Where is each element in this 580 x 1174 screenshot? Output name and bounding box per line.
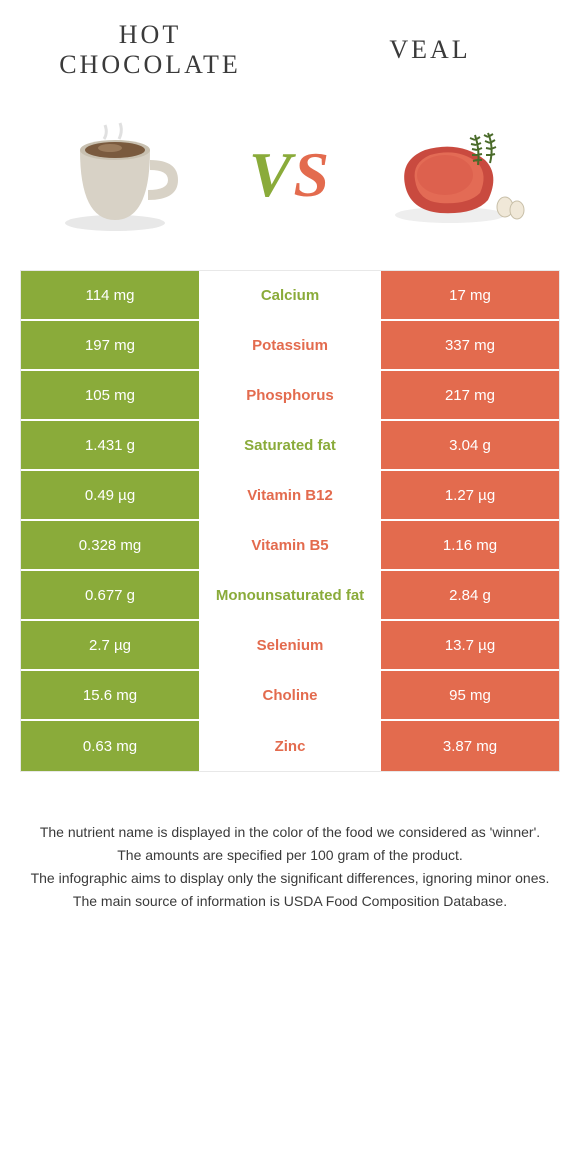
footer-notes: The nutrient name is displayed in the co… — [0, 792, 580, 912]
table-row: 0.677 gMonounsaturated fat2.84 g — [21, 571, 559, 621]
left-value: 1.431 g — [21, 421, 201, 469]
nutrient-table: 114 mgCalcium17 mg197 mgPotassium337 mg1… — [20, 270, 560, 772]
right-value: 337 mg — [379, 321, 559, 369]
nutrient-label: Vitamin B5 — [201, 521, 379, 569]
table-row: 1.431 gSaturated fat3.04 g — [21, 421, 559, 471]
right-value: 1.27 µg — [379, 471, 559, 519]
footer-line: The nutrient name is displayed in the co… — [30, 822, 550, 843]
hot-chocolate-image — [50, 110, 200, 240]
left-value: 0.677 g — [21, 571, 201, 619]
left-value: 0.328 mg — [21, 521, 201, 569]
nutrient-label: Potassium — [201, 321, 379, 369]
left-value: 15.6 mg — [21, 671, 201, 719]
left-value: 105 mg — [21, 371, 201, 419]
veal-image — [380, 110, 530, 240]
left-value: 2.7 µg — [21, 621, 201, 669]
left-value: 0.49 µg — [21, 471, 201, 519]
table-row: 114 mgCalcium17 mg — [21, 271, 559, 321]
nutrient-label: Monounsaturated fat — [201, 571, 379, 619]
nutrient-label: Phosphorus — [201, 371, 379, 419]
table-row: 0.328 mgVitamin B51.16 mg — [21, 521, 559, 571]
header: HOT CHOCOLATE VEAL — [0, 0, 580, 90]
right-value: 3.04 g — [379, 421, 559, 469]
right-value: 17 mg — [379, 271, 559, 319]
images-row: VS — [0, 90, 580, 270]
nutrient-label: Zinc — [201, 721, 379, 771]
table-row: 2.7 µgSelenium13.7 µg — [21, 621, 559, 671]
table-row: 105 mgPhosphorus217 mg — [21, 371, 559, 421]
footer-line: The amounts are specified per 100 gram o… — [30, 845, 550, 866]
table-row: 197 mgPotassium337 mg — [21, 321, 559, 371]
right-value: 2.84 g — [379, 571, 559, 619]
right-value: 95 mg — [379, 671, 559, 719]
footer-line: The infographic aims to display only the… — [30, 868, 550, 889]
table-row: 15.6 mgCholine95 mg — [21, 671, 559, 721]
left-value: 114 mg — [21, 271, 201, 319]
right-food-title: VEAL — [330, 35, 530, 65]
vs-label: VS — [249, 138, 331, 212]
nutrient-label: Saturated fat — [201, 421, 379, 469]
right-value: 1.16 mg — [379, 521, 559, 569]
left-value: 197 mg — [21, 321, 201, 369]
nutrient-label: Calcium — [201, 271, 379, 319]
right-value: 217 mg — [379, 371, 559, 419]
nutrient-label: Selenium — [201, 621, 379, 669]
left-value: 0.63 mg — [21, 721, 201, 771]
table-row: 0.49 µgVitamin B121.27 µg — [21, 471, 559, 521]
nutrient-label: Vitamin B12 — [201, 471, 379, 519]
footer-line: The main source of information is USDA F… — [30, 891, 550, 912]
nutrient-label: Choline — [201, 671, 379, 719]
left-food-title: HOT CHOCOLATE — [50, 20, 250, 80]
right-value: 13.7 µg — [379, 621, 559, 669]
table-row: 0.63 mgZinc3.87 mg — [21, 721, 559, 771]
right-value: 3.87 mg — [379, 721, 559, 771]
